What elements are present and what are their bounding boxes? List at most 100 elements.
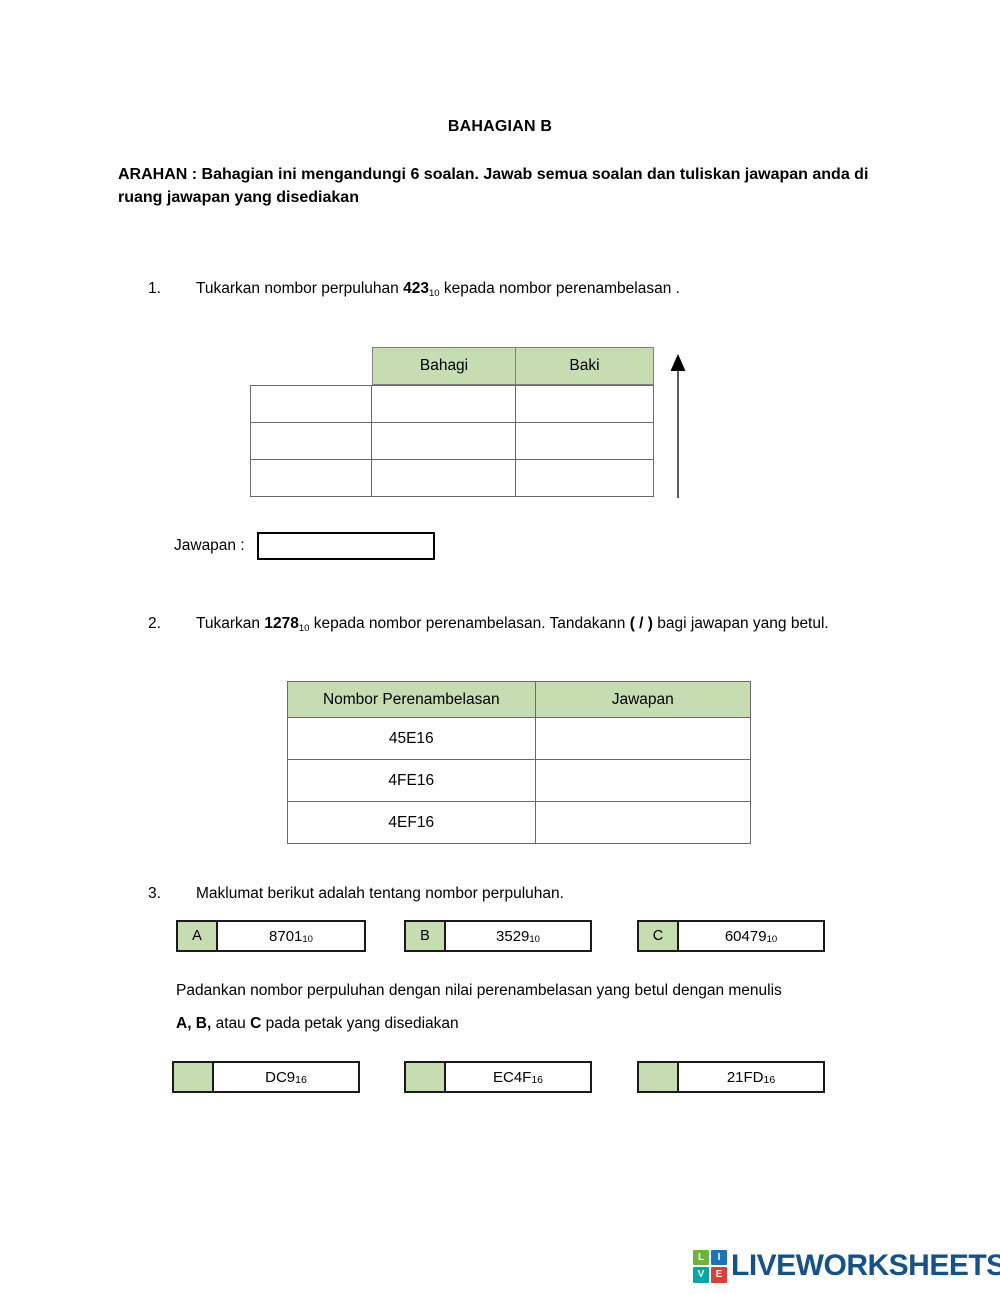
given-chip-subscript: 10 — [766, 933, 778, 945]
given-chip-tag: A — [178, 922, 218, 950]
hex-answer-subscript: 16 — [295, 1074, 307, 1086]
question-3-number: 3. — [148, 885, 161, 902]
match-mid: atau — [211, 1015, 251, 1032]
q2-value: 1278 — [264, 615, 299, 632]
q1-text-after: kepada nombor perenambelasan . — [439, 280, 680, 297]
section-title: BAHAGIAN B — [447, 118, 553, 135]
hex-option-value: 4EF16 — [287, 801, 536, 844]
division-table-header-bahagi: Bahagi — [373, 348, 516, 384]
question-1: 1. Tukarkan nombor perpuluhan 42310 kepa… — [148, 277, 908, 300]
q2-text-mid: kepada nombor perenambelasan. Tandakann — [309, 615, 630, 632]
division-cell-number[interactable] — [251, 386, 372, 422]
hex-answer-input[interactable] — [639, 1063, 679, 1091]
q1-value: 423 — [403, 280, 429, 297]
division-cell-bahagi[interactable] — [372, 386, 516, 422]
given-chip-tag: B — [406, 922, 446, 950]
hex-option-value: 4FE16 — [287, 759, 536, 802]
hex-answer-input[interactable] — [406, 1063, 446, 1091]
division-table-header-row: Bahagi Baki — [372, 347, 654, 385]
division-cell-bahagi[interactable] — [372, 460, 516, 496]
division-cell-baki[interactable] — [516, 460, 653, 496]
instruction-label: ARAHAN : — [118, 166, 202, 183]
table-row — [251, 386, 653, 423]
question-2: 2. Tukarkan 127810 kepada nombor perenam… — [148, 612, 900, 635]
logo-tile-v: V — [693, 1267, 709, 1283]
table-header-row: Nombor Perenambelasan Jawapan — [287, 681, 752, 718]
matching-instruction-line-2: A, B, atau C pada petak yang disediakan — [176, 1015, 916, 1033]
match-bold-c: C — [250, 1015, 262, 1032]
q2-text-before: Tukarkan — [196, 615, 265, 632]
question-3-text: Maklumat berikut adalah tentang nombor p… — [196, 885, 564, 902]
logo-tile-i: I — [711, 1249, 727, 1265]
given-value-chip-b: B 3529 10 — [404, 920, 592, 952]
division-cell-number[interactable] — [251, 423, 372, 459]
liveworksheets-logo-mark-icon: L I V E — [693, 1249, 727, 1283]
division-cell-bahagi[interactable] — [372, 423, 516, 459]
q1-value-subscript: 10 — [428, 288, 440, 299]
given-chip-subscript: 10 — [529, 933, 540, 945]
match-bold-ab: A, B, — [176, 1015, 212, 1032]
q1-text-before: Tukarkan nombor perpuluhan — [196, 280, 404, 297]
arrow-up-icon — [666, 352, 690, 498]
hex-option-value: 45E16 — [287, 717, 536, 760]
hex-answer-value: EC4F 16 — [446, 1063, 590, 1091]
division-cell-baki[interactable] — [516, 423, 653, 459]
division-table-body — [250, 385, 654, 497]
hex-answer-input[interactable] — [174, 1063, 214, 1091]
division-table-header-baki: Baki — [515, 348, 653, 384]
hex-answer-number: 21FD — [726, 1068, 764, 1086]
hex-table-header-jawapan: Jawapan — [534, 681, 752, 718]
given-chip-value: 8701 10 — [218, 922, 364, 950]
given-chip-number: 3529 — [496, 927, 530, 945]
hex-answer-number: DC9 — [265, 1068, 296, 1086]
given-value-chip-c: C 60479 10 — [637, 920, 825, 952]
instruction-paragraph: ARAHAN : Bahagian ini mengandungi 6 soal… — [118, 163, 888, 209]
q2-value-subscript: 10 — [298, 623, 310, 634]
given-chip-number: 8701 — [269, 927, 303, 945]
given-chip-subscript: 10 — [302, 933, 313, 945]
hex-choice-table: Nombor Perenambelasan Jawapan 45E16 4FE1… — [287, 681, 752, 844]
hex-answer-chip-1: DC9 16 — [172, 1061, 360, 1093]
table-row: 4EF16 — [287, 801, 752, 844]
question-1-number: 1. — [148, 280, 161, 297]
q2-mark: ( / ) — [629, 615, 653, 632]
hex-table-header-nombor: Nombor Perenambelasan — [287, 681, 536, 718]
instruction-text: Bahagian ini mengandungi 6 soalan. Jawab… — [118, 166, 869, 207]
hex-option-answer-cell[interactable] — [534, 759, 752, 802]
matching-instruction-line-1: Padankan nombor perpuluhan dengan nilai … — [176, 982, 782, 999]
given-value-chip-a: A 8701 10 — [176, 920, 366, 952]
hex-answer-chip-3: 21FD 16 — [637, 1061, 825, 1093]
hex-answer-number: EC4F — [492, 1068, 532, 1086]
given-chip-tag: C — [639, 922, 679, 950]
hex-answer-chip-2: EC4F 16 — [404, 1061, 592, 1093]
division-cell-number[interactable] — [251, 460, 372, 496]
q2-text-after: bagi jawapan yang betul. — [652, 615, 829, 632]
table-row: 45E16 — [287, 717, 752, 760]
question-1-text: Tukarkan nombor perpuluhan 42310 kepada … — [196, 277, 908, 300]
table-row — [251, 460, 653, 496]
answer-label: Jawapan : — [174, 537, 245, 554]
question-1-answer-line: Jawapan : — [174, 532, 435, 560]
hex-answer-subscript: 16 — [531, 1074, 544, 1086]
given-chip-value: 3529 10 — [446, 922, 590, 950]
question-3: 3. Maklumat berikut adalah tentang nombo… — [148, 882, 848, 905]
hex-option-answer-cell[interactable] — [534, 801, 752, 844]
answer-input-box[interactable] — [256, 532, 435, 560]
match-end: pada petak yang disediakan — [261, 1015, 459, 1032]
hex-answer-value: DC9 16 — [214, 1063, 358, 1091]
liveworksheets-logo[interactable]: L I V E LIVEWORKSHEETS — [693, 1249, 1000, 1283]
given-chip-number: 60479 — [724, 927, 767, 945]
division-table: Bahagi Baki — [250, 347, 654, 497]
question-2-text: Tukarkan 127810 kepada nombor perenambel… — [196, 612, 900, 635]
hex-option-answer-cell[interactable] — [534, 717, 752, 760]
table-row — [251, 423, 653, 460]
hex-answer-subscript: 16 — [763, 1074, 776, 1086]
given-chip-value: 60479 10 — [679, 922, 823, 950]
division-cell-baki[interactable] — [516, 386, 653, 422]
liveworksheets-wordmark: LIVEWORKSHEETS — [731, 1249, 1000, 1282]
hex-answer-value: 21FD 16 — [679, 1063, 823, 1091]
logo-tile-e: E — [711, 1267, 727, 1283]
logo-tile-l: L — [693, 1249, 709, 1265]
table-row: 4FE16 — [287, 759, 752, 802]
